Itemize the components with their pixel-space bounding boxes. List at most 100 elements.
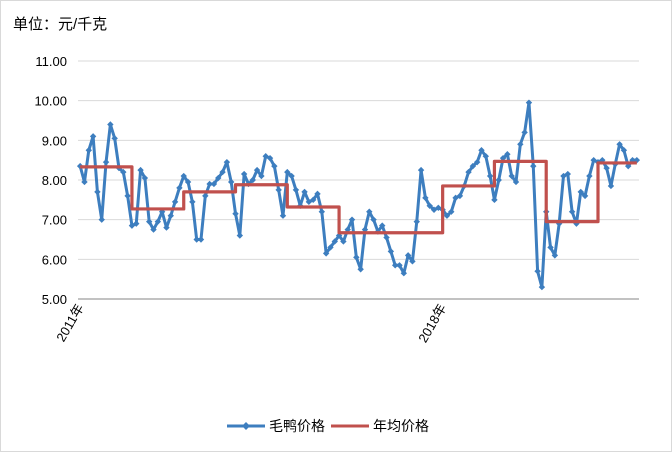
- data-point: [94, 188, 101, 196]
- data-point: [512, 178, 520, 186]
- x-axis: 2011年 2018年: [53, 301, 449, 345]
- data-point: [85, 147, 92, 154]
- data-point: [586, 172, 593, 180]
- data-point: [491, 196, 498, 204]
- data-point: [482, 153, 490, 160]
- data-point: [486, 172, 494, 180]
- data-point: [353, 254, 360, 261]
- y-tick-label: 5.00: [42, 292, 67, 307]
- data-point: [327, 244, 334, 251]
- data-point: [456, 192, 464, 200]
- data-point: [284, 168, 291, 176]
- data-point: [292, 186, 300, 194]
- data-point: [508, 172, 515, 180]
- data-point: [560, 172, 567, 180]
- data-point: [89, 133, 97, 140]
- legend-marker: [242, 422, 250, 430]
- data-point: [301, 188, 308, 196]
- data-point: [577, 188, 584, 196]
- data-point: [98, 216, 105, 223]
- data-point: [521, 129, 528, 136]
- data-point: [607, 182, 615, 190]
- series-line: [80, 159, 637, 235]
- legend-label: 毛鸭价格: [269, 418, 325, 434]
- data-point: [111, 135, 118, 142]
- data-point: [538, 283, 546, 291]
- data-point: [150, 226, 157, 233]
- data-point: [366, 208, 373, 215]
- data-point: [266, 154, 274, 162]
- data-point: [564, 170, 571, 178]
- data-point: [387, 248, 395, 255]
- y-tick-label: 6.00: [42, 252, 67, 267]
- legend: 毛鸭价格 年均价格: [227, 418, 429, 434]
- data-point: [314, 190, 321, 198]
- data-point: [232, 210, 239, 217]
- data-point: [504, 151, 511, 158]
- series-duck-price: [76, 99, 641, 291]
- legend-label: 年均价格: [373, 418, 429, 434]
- data-point: [478, 147, 485, 154]
- data-point: [309, 196, 317, 204]
- data-point: [603, 164, 610, 172]
- data-point: [76, 162, 84, 170]
- data-point: [223, 158, 231, 166]
- data-point: [348, 216, 356, 223]
- y-tick-label: 7.00: [42, 213, 67, 228]
- series-layer: [76, 99, 641, 291]
- data-point: [258, 172, 265, 180]
- data-point: [275, 186, 282, 194]
- data-point: [465, 168, 472, 176]
- y-tick-label: 8.00: [42, 173, 67, 188]
- data-point: [102, 158, 110, 166]
- data-point: [340, 238, 347, 245]
- data-point: [568, 208, 576, 215]
- data-point: [322, 250, 330, 257]
- data-point: [81, 178, 88, 186]
- y-tick-label: 11.00: [35, 54, 67, 69]
- data-point: [202, 192, 209, 200]
- data-point: [629, 156, 636, 164]
- y-axis: 5.00 6.00 7.00 8.00 9.00 10.00 11.00: [34, 54, 67, 307]
- data-point: [180, 172, 187, 180]
- data-point: [137, 166, 144, 174]
- data-point: [163, 224, 170, 231]
- data-point: [547, 244, 554, 251]
- data-point: [331, 238, 338, 245]
- data-point: [124, 192, 131, 200]
- data-point: [525, 99, 533, 106]
- data-point: [413, 218, 420, 225]
- data-point: [141, 174, 149, 182]
- data-point: [271, 162, 278, 170]
- data-point: [426, 202, 433, 209]
- data-point: [391, 262, 399, 269]
- data-point: [383, 234, 390, 241]
- data-point: [193, 236, 200, 243]
- y-tick-label: 9.00: [42, 133, 67, 148]
- data-point: [253, 166, 261, 174]
- data-point: [551, 252, 559, 259]
- data-point: [430, 206, 438, 213]
- data-point: [215, 174, 222, 182]
- data-point: [210, 180, 218, 188]
- data-point: [473, 158, 481, 166]
- x-tick-label: 2011年: [53, 301, 86, 344]
- data-point: [120, 168, 127, 176]
- data-point: [581, 192, 589, 200]
- data-point: [370, 216, 377, 223]
- data-point: [379, 222, 386, 229]
- data-point: [318, 208, 326, 215]
- legend-item-duck-price: 毛鸭价格: [227, 418, 325, 434]
- data-point: [517, 141, 524, 148]
- data-point: [206, 180, 213, 188]
- data-point: [227, 178, 235, 186]
- data-point: [448, 208, 455, 215]
- series-annual-average: [80, 159, 637, 235]
- data-point: [154, 218, 162, 225]
- y-tick-label: 10.00: [34, 94, 67, 109]
- data-point: [240, 170, 248, 178]
- data-point: [197, 236, 205, 243]
- data-point: [409, 258, 416, 265]
